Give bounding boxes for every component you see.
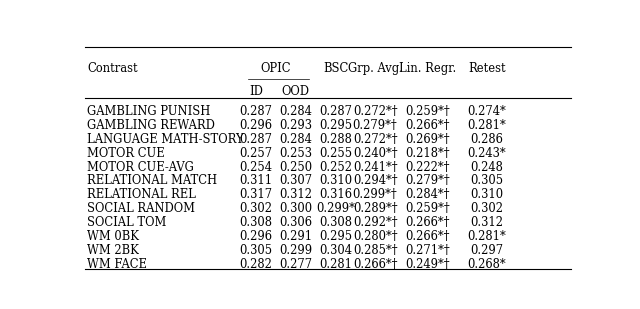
- Text: WM 2BK: WM 2BK: [88, 244, 140, 257]
- Text: 0.285*†: 0.285*†: [353, 244, 397, 257]
- Text: LANGUAGE MATH-STORY: LANGUAGE MATH-STORY: [88, 133, 244, 146]
- Text: 0.284: 0.284: [279, 105, 312, 118]
- Text: Grp. Avg.: Grp. Avg.: [348, 62, 403, 75]
- Text: ID: ID: [249, 85, 263, 98]
- Text: 0.271*†: 0.271*†: [405, 244, 449, 257]
- Text: 0.312: 0.312: [470, 216, 503, 229]
- Text: 0.274*: 0.274*: [467, 105, 506, 118]
- Text: OPIC: OPIC: [260, 62, 291, 75]
- Text: 0.289*†: 0.289*†: [353, 202, 397, 215]
- Text: WM FACE: WM FACE: [88, 258, 147, 271]
- Text: 0.299: 0.299: [279, 244, 312, 257]
- Text: MOTOR CUE-AVG: MOTOR CUE-AVG: [88, 161, 195, 174]
- Text: 0.259*†: 0.259*†: [405, 202, 449, 215]
- Text: 0.287: 0.287: [239, 105, 273, 118]
- Text: 0.281*: 0.281*: [467, 119, 506, 132]
- Text: 0.284: 0.284: [279, 133, 312, 146]
- Text: 0.287: 0.287: [239, 133, 273, 146]
- Text: 0.302: 0.302: [470, 202, 503, 215]
- Text: 0.312: 0.312: [279, 188, 312, 201]
- Text: 0.297: 0.297: [470, 244, 503, 257]
- Text: 0.305: 0.305: [470, 175, 503, 188]
- Text: 0.259*†: 0.259*†: [405, 105, 449, 118]
- Text: 0.266*†: 0.266*†: [405, 216, 449, 229]
- Text: Lin. Regr.: Lin. Regr.: [399, 62, 456, 75]
- Text: 0.296: 0.296: [239, 119, 273, 132]
- Text: 0.222*†: 0.222*†: [405, 161, 449, 174]
- Text: 0.254: 0.254: [239, 161, 273, 174]
- Text: 0.308: 0.308: [319, 216, 352, 229]
- Text: GAMBLING PUNISH: GAMBLING PUNISH: [88, 105, 211, 118]
- Text: 0.310: 0.310: [470, 188, 503, 201]
- Text: 0.302: 0.302: [239, 202, 273, 215]
- Text: 0.286: 0.286: [470, 133, 503, 146]
- Text: 0.287: 0.287: [319, 105, 352, 118]
- Text: WM 0BK: WM 0BK: [88, 230, 140, 243]
- Text: 0.295: 0.295: [319, 230, 352, 243]
- Text: SOCIAL RANDOM: SOCIAL RANDOM: [88, 202, 195, 215]
- Text: 0.253: 0.253: [279, 147, 312, 160]
- Text: 0.291: 0.291: [279, 230, 312, 243]
- Text: 0.294*†: 0.294*†: [353, 175, 397, 188]
- Text: 0.255: 0.255: [319, 147, 352, 160]
- Text: BSC: BSC: [323, 62, 348, 75]
- Text: 0.310: 0.310: [319, 175, 352, 188]
- Text: 0.257: 0.257: [239, 147, 273, 160]
- Text: 0.266*†: 0.266*†: [353, 258, 397, 271]
- Text: 0.248: 0.248: [470, 161, 503, 174]
- Text: Retest: Retest: [468, 62, 506, 75]
- Text: 0.300: 0.300: [279, 202, 312, 215]
- Text: 0.249*†: 0.249*†: [405, 258, 449, 271]
- Text: 0.288: 0.288: [319, 133, 352, 146]
- Text: SOCIAL TOM: SOCIAL TOM: [88, 216, 167, 229]
- Text: 0.281*: 0.281*: [467, 230, 506, 243]
- Text: 0.241*†: 0.241*†: [353, 161, 397, 174]
- Text: 0.299*: 0.299*: [316, 202, 355, 215]
- Text: 0.316: 0.316: [319, 188, 352, 201]
- Text: 0.280*†: 0.280*†: [353, 230, 397, 243]
- Text: 0.305: 0.305: [239, 244, 273, 257]
- Text: 0.284*†: 0.284*†: [405, 188, 449, 201]
- Text: RELATIONAL MATCH: RELATIONAL MATCH: [88, 175, 218, 188]
- Text: 0.272*†: 0.272*†: [353, 105, 397, 118]
- Text: 0.281: 0.281: [319, 258, 352, 271]
- Text: Contrast: Contrast: [88, 62, 138, 75]
- Text: 0.292*†: 0.292*†: [353, 216, 397, 229]
- Text: 0.272*†: 0.272*†: [353, 133, 397, 146]
- Text: 0.307: 0.307: [279, 175, 312, 188]
- Text: 0.250: 0.250: [279, 161, 312, 174]
- Text: GAMBLING REWARD: GAMBLING REWARD: [88, 119, 215, 132]
- Text: 0.317: 0.317: [239, 188, 273, 201]
- Text: 0.279*†: 0.279*†: [405, 175, 449, 188]
- Text: 0.308: 0.308: [239, 216, 273, 229]
- Text: 0.277: 0.277: [279, 258, 312, 271]
- Text: 0.243*: 0.243*: [467, 147, 506, 160]
- Text: 0.266*†: 0.266*†: [405, 119, 449, 132]
- Text: 0.266*†: 0.266*†: [405, 230, 449, 243]
- Text: 0.252: 0.252: [319, 161, 352, 174]
- Text: 0.299*†: 0.299*†: [353, 188, 397, 201]
- Text: 0.311: 0.311: [239, 175, 273, 188]
- Text: 0.240*†: 0.240*†: [353, 147, 397, 160]
- Text: 0.295: 0.295: [319, 119, 352, 132]
- Text: RELATIONAL REL: RELATIONAL REL: [88, 188, 196, 201]
- Text: 0.268*: 0.268*: [467, 258, 506, 271]
- Text: MOTOR CUE: MOTOR CUE: [88, 147, 165, 160]
- Text: 0.279*†: 0.279*†: [353, 119, 397, 132]
- Text: 0.296: 0.296: [239, 230, 273, 243]
- Text: 0.304: 0.304: [319, 244, 352, 257]
- Text: OOD: OOD: [282, 85, 310, 98]
- Text: 0.218*†: 0.218*†: [405, 147, 449, 160]
- Text: 0.269*†: 0.269*†: [405, 133, 449, 146]
- Text: 0.306: 0.306: [279, 216, 312, 229]
- Text: 0.282: 0.282: [239, 258, 273, 271]
- Text: 0.293: 0.293: [279, 119, 312, 132]
